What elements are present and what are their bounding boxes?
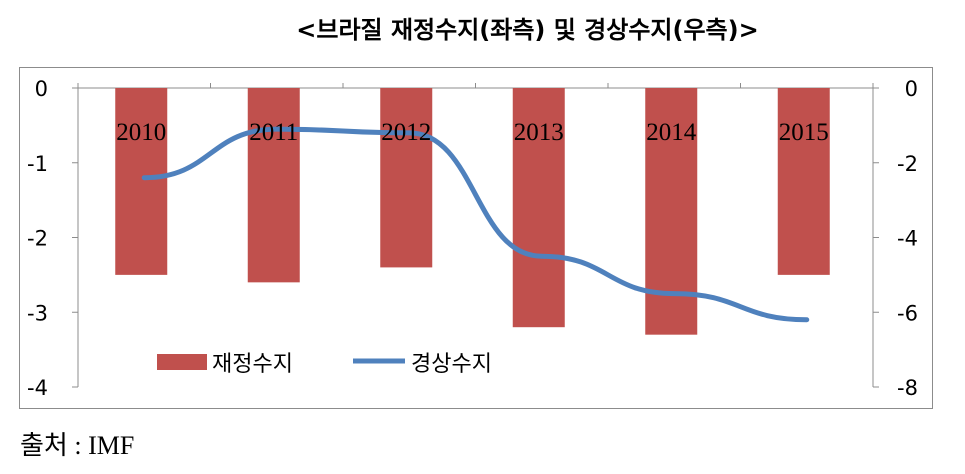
y-tick-label-left: -2 bbox=[27, 227, 48, 251]
y-tick-label-right: -8 bbox=[897, 376, 918, 400]
source-note: 출처 : IMF bbox=[20, 431, 135, 460]
x-category-label: 2013 bbox=[514, 119, 564, 146]
y-tick-label-left: -4 bbox=[27, 376, 48, 400]
bar-2015 bbox=[777, 88, 830, 275]
legend-label-line: 경상수지 bbox=[411, 352, 492, 377]
y-tick-label-left: -3 bbox=[27, 301, 48, 325]
legend-swatch-bar bbox=[157, 354, 207, 370]
bar-2013 bbox=[512, 88, 565, 328]
x-category-label: 2010 bbox=[116, 119, 166, 146]
x-category-label: 2012 bbox=[381, 119, 431, 146]
line-series-current-account bbox=[141, 126, 810, 323]
x-category-label: 2014 bbox=[646, 119, 697, 146]
y-tick-label-left: -1 bbox=[27, 152, 48, 176]
x-category-label: 2011 bbox=[249, 119, 298, 146]
y-tick-label-right: -6 bbox=[897, 301, 918, 325]
bar-2010 bbox=[115, 88, 168, 275]
y-tick-label-right: 0 bbox=[905, 77, 918, 101]
y-tick-label-right: -4 bbox=[897, 227, 918, 251]
legend-label-bar: 재정수지 bbox=[212, 352, 293, 377]
chart-frame bbox=[19, 67, 933, 409]
bar-2012 bbox=[380, 88, 433, 268]
chart-title: <브라질 재정수지(좌측) 및 경상수지(우측)> bbox=[296, 16, 759, 44]
y-tick-label-left: 0 bbox=[35, 77, 48, 101]
y-tick-label-right: -2 bbox=[897, 152, 918, 176]
x-category-label: 2015 bbox=[779, 119, 829, 146]
bar-2011 bbox=[247, 88, 300, 283]
